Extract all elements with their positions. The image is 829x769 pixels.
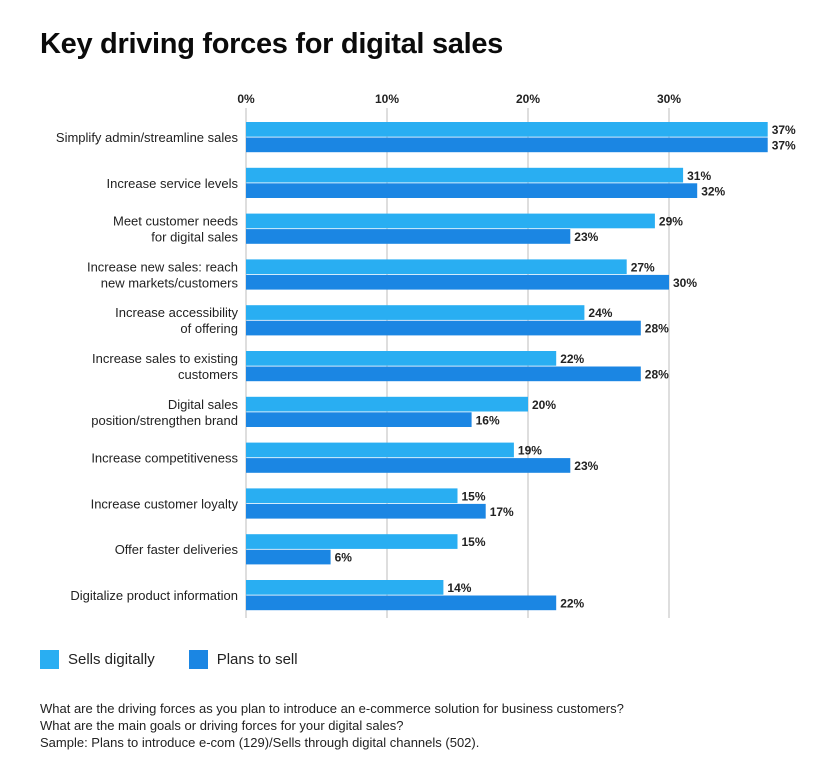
data-label: 19% [518, 444, 542, 458]
bar [246, 167, 684, 183]
data-label: 28% [645, 322, 669, 336]
bar [246, 259, 627, 275]
category-label: Increase service levels [107, 176, 239, 191]
data-label: 24% [588, 306, 612, 320]
bar [246, 351, 557, 366]
legend-swatch-plans [188, 650, 208, 669]
data-label: 23% [574, 230, 598, 244]
data-label: 32% [701, 184, 725, 198]
bar [246, 396, 528, 412]
bar [246, 534, 458, 549]
category-label: position/strengthen brand [91, 413, 238, 428]
data-label: 28% [645, 368, 669, 382]
category-label: for digital sales [151, 230, 238, 245]
data-label: 15% [462, 535, 486, 549]
category-label: Increase sales to existing [92, 351, 238, 366]
data-label: 6% [335, 551, 353, 565]
category-label: customers [178, 367, 238, 382]
data-label: 27% [631, 260, 655, 274]
category-label: Digitalize product information [70, 588, 238, 603]
data-label: 20% [532, 398, 556, 412]
legend-swatch-sells [40, 650, 59, 669]
data-label: 29% [659, 215, 683, 229]
bar [246, 412, 472, 427]
bar [246, 229, 571, 244]
data-label: 23% [574, 459, 598, 473]
data-label: 37% [772, 139, 796, 153]
bar [246, 503, 486, 519]
bar [246, 213, 655, 229]
data-label: 37% [772, 123, 796, 137]
bar [246, 122, 768, 137]
category-label: Increase accessibility [115, 305, 238, 320]
bar-chart: 0% 10% 20% 30% 37% 37% Simplify admin/streamli… [56, 92, 796, 618]
footnote-sample: Sample: Plans to introduce e-com (129)/S… [40, 735, 480, 750]
bar [246, 595, 557, 611]
bar [246, 366, 641, 382]
legend-item-plans: Plans to sell [188, 650, 298, 669]
x-tick-label: 30% [657, 92, 681, 106]
bar [246, 580, 444, 595]
bar [246, 488, 458, 504]
legend-label-sells: Sells digitally [68, 651, 155, 668]
bar [246, 274, 669, 290]
data-label: 30% [673, 276, 697, 290]
x-tick-label: 10% [375, 92, 399, 106]
data-label: 22% [560, 352, 584, 366]
category-label: new markets/customers [101, 275, 239, 290]
category-label: Increase new sales: reach [87, 259, 238, 274]
bar [246, 549, 331, 565]
legend-item-sells: Sells digitally [40, 650, 155, 669]
footnote-question-1: What are the driving forces as you plan … [40, 701, 624, 716]
chart-title: Key driving forces for digital sales [40, 28, 504, 60]
bar [246, 137, 768, 153]
bar [246, 320, 641, 336]
category-label: Increase competitiveness [91, 451, 238, 466]
footnote-question-2: What are the main goals or driving force… [40, 718, 404, 733]
bar [246, 442, 514, 458]
data-label: 31% [687, 169, 711, 183]
data-label: 15% [462, 489, 486, 503]
category-label: Simplify admin/streamline sales [56, 130, 239, 145]
legend-label-plans: Plans to sell [216, 651, 298, 668]
legend: Sells digitally Plans to sell [40, 650, 298, 669]
category-label: Digital sales [168, 397, 239, 412]
bar [246, 183, 698, 198]
bar [246, 458, 571, 473]
category-label: of offering [180, 321, 238, 336]
x-tick-label: 0% [237, 92, 255, 106]
category-label: Offer faster deliveries [115, 542, 239, 557]
data-label: 17% [490, 505, 514, 519]
data-label: 16% [476, 413, 500, 427]
category-label: Meet customer needs [113, 214, 239, 229]
footnotes: What are the driving forces as you plan … [40, 700, 624, 751]
data-label: 14% [447, 581, 471, 595]
x-tick-label: 20% [516, 92, 540, 106]
category-label: Increase customer loyalty [91, 496, 239, 511]
data-label: 22% [560, 597, 584, 611]
bar [246, 305, 585, 320]
